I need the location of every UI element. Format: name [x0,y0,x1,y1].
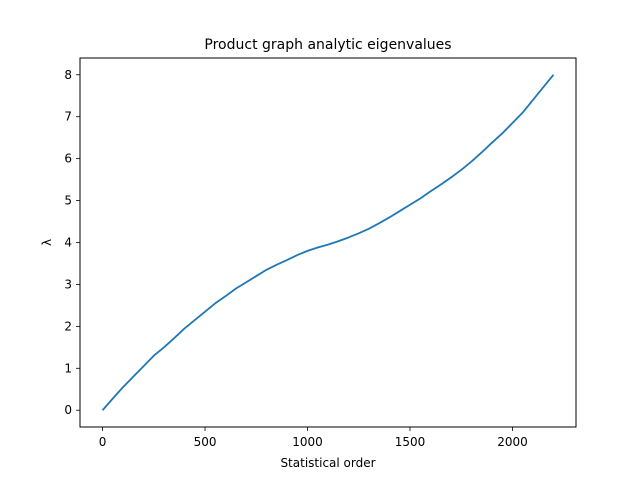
axes-frame [79,57,577,428]
y-tick-label: 5 [64,194,72,208]
x-tick-label: 0 [99,435,107,449]
plot-background [80,58,576,427]
x-axis-label: Statistical order [280,456,375,470]
y-tick-label: 8 [64,68,72,82]
y-axis-ticks: 0 1 2 3 4 5 6 7 8 [64,68,80,417]
y-tick-label: 2 [64,319,72,333]
x-tick-label: 1000 [292,435,323,449]
series-line [101,74,555,411]
y-tick-label: 0 [64,403,72,417]
x-axis-ticks: 0 500 1000 1500 2000 [99,427,528,449]
x-tick-label: 1500 [395,435,426,449]
chart-title: Product graph analytic eigenvalues [204,37,451,53]
y-tick-label: 7 [64,110,72,124]
y-tick-label: 1 [64,361,72,375]
y-tick-label: 6 [64,152,72,166]
plot-area: 0 500 1000 1500 2000 0 1 2 3 4 5 6 7 8 [64,57,577,449]
y-tick-label: 3 [64,277,72,291]
x-tick-label: 500 [194,435,217,449]
y-tick-label: 4 [64,236,72,250]
y-axis-label: λ [40,239,54,246]
x-tick-label: 2000 [497,435,528,449]
